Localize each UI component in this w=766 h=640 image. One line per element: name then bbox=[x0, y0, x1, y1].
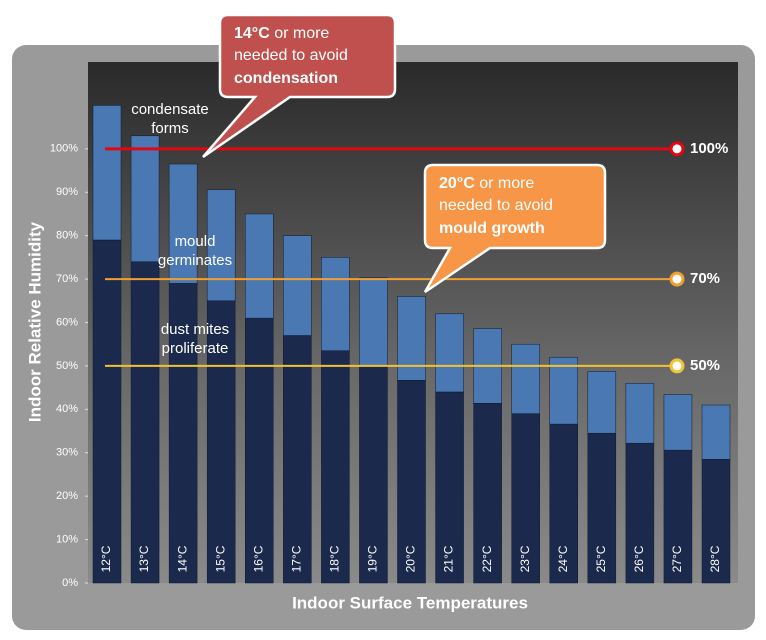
bar-segment bbox=[587, 371, 617, 434]
bar-segment bbox=[245, 213, 274, 319]
x-tick-label: 17°C bbox=[289, 545, 303, 572]
x-tick-label: 19°C bbox=[366, 545, 380, 572]
reference-label: 100% bbox=[690, 140, 728, 157]
bar-segment bbox=[283, 235, 312, 336]
bar-segment bbox=[625, 442, 655, 584]
bar-segment bbox=[587, 432, 617, 584]
bar-segment bbox=[625, 383, 655, 444]
bar-segment bbox=[206, 300, 236, 584]
annotation: forms bbox=[151, 120, 189, 137]
bar-segment bbox=[283, 335, 312, 584]
callout-lead: 14°C bbox=[234, 25, 270, 42]
bar-segment bbox=[663, 394, 693, 451]
callout-text: needed to avoid bbox=[234, 47, 348, 64]
y-tick-label: 80% bbox=[56, 230, 78, 242]
bar-segment bbox=[701, 459, 731, 584]
reference-marker bbox=[669, 271, 685, 287]
callout-emphasis: condensation bbox=[234, 70, 338, 87]
x-tick-label: 14°C bbox=[175, 545, 189, 572]
bar-segment bbox=[359, 277, 388, 367]
x-tick-label: 18°C bbox=[328, 545, 342, 572]
bar-segment bbox=[549, 356, 578, 425]
x-tick-label: 27°C bbox=[670, 545, 684, 572]
bar-segment bbox=[397, 379, 426, 584]
bar-segment bbox=[663, 449, 693, 584]
bar-segment bbox=[473, 403, 502, 584]
x-tick-label: 25°C bbox=[594, 545, 608, 572]
bar-segment bbox=[321, 257, 350, 351]
y-tick-label: 100% bbox=[50, 143, 78, 155]
y-tick-label: 10% bbox=[56, 533, 78, 545]
x-tick-label: 15°C bbox=[213, 545, 227, 572]
y-tick-label: 30% bbox=[56, 447, 78, 459]
annotation: germinates bbox=[158, 252, 232, 269]
x-tick-label: 12°C bbox=[99, 545, 113, 572]
x-tick-label: 20°C bbox=[404, 545, 418, 572]
bar-segment bbox=[359, 365, 388, 584]
callout-text: 20°C or more bbox=[439, 175, 534, 192]
bar-segment bbox=[245, 317, 274, 584]
x-tick-label: 21°C bbox=[442, 545, 456, 572]
y-axis-label: Indoor Relative Humidity bbox=[25, 221, 44, 422]
bar-segment bbox=[168, 163, 198, 284]
annotation: dust mites bbox=[161, 321, 229, 338]
callout-box bbox=[202, 13, 397, 159]
annotation: condensate bbox=[131, 101, 209, 118]
y-tick-label: 50% bbox=[56, 360, 78, 372]
reference-label: 50% bbox=[690, 357, 720, 374]
bar-segment bbox=[701, 404, 731, 460]
bar-segment bbox=[549, 423, 578, 584]
bar-segment bbox=[321, 350, 350, 584]
y-tick-label: 0% bbox=[62, 577, 78, 589]
reference-marker bbox=[669, 141, 685, 157]
y-tick-label: 40% bbox=[56, 403, 78, 415]
bar-segment bbox=[92, 239, 122, 584]
bar-segment bbox=[206, 189, 236, 302]
y-tick-label: 90% bbox=[56, 186, 78, 198]
x-tick-label: 28°C bbox=[708, 545, 722, 572]
y-tick-label: 20% bbox=[56, 490, 78, 502]
callout-box bbox=[423, 163, 607, 294]
x-tick-label: 26°C bbox=[632, 545, 646, 572]
callout-text: or more bbox=[475, 175, 535, 192]
x-tick-label: 13°C bbox=[137, 545, 151, 572]
x-axis-label: Indoor Surface Temperatures bbox=[292, 593, 528, 612]
bar-segment bbox=[435, 391, 464, 584]
bar-segment bbox=[92, 105, 122, 241]
callout-text: 14°C or more bbox=[234, 25, 329, 42]
bar-segment bbox=[435, 313, 464, 393]
reference-label: 70% bbox=[690, 270, 720, 287]
bar-segment bbox=[397, 296, 426, 381]
annotation: proliferate bbox=[162, 340, 229, 357]
bar-segment bbox=[168, 283, 198, 584]
y-tick-label: 60% bbox=[56, 316, 78, 328]
bar-segment bbox=[511, 413, 540, 584]
x-tick-label: 16°C bbox=[251, 545, 265, 572]
callout-text: or more bbox=[270, 25, 330, 42]
x-tick-label: 24°C bbox=[556, 545, 570, 572]
reference-marker bbox=[669, 358, 685, 374]
callout-emphasis: mould growth bbox=[439, 220, 545, 237]
x-tick-label: 23°C bbox=[518, 545, 532, 572]
callout-lead: 20°C bbox=[439, 175, 475, 192]
x-tick-label: 22°C bbox=[480, 545, 494, 572]
y-tick-label: 70% bbox=[56, 273, 78, 285]
callout-text: needed to avoid bbox=[439, 197, 553, 214]
annotation: mould bbox=[175, 233, 216, 250]
bar-segment bbox=[130, 261, 160, 584]
bar-segment bbox=[511, 343, 540, 414]
bar-segment bbox=[130, 135, 160, 262]
